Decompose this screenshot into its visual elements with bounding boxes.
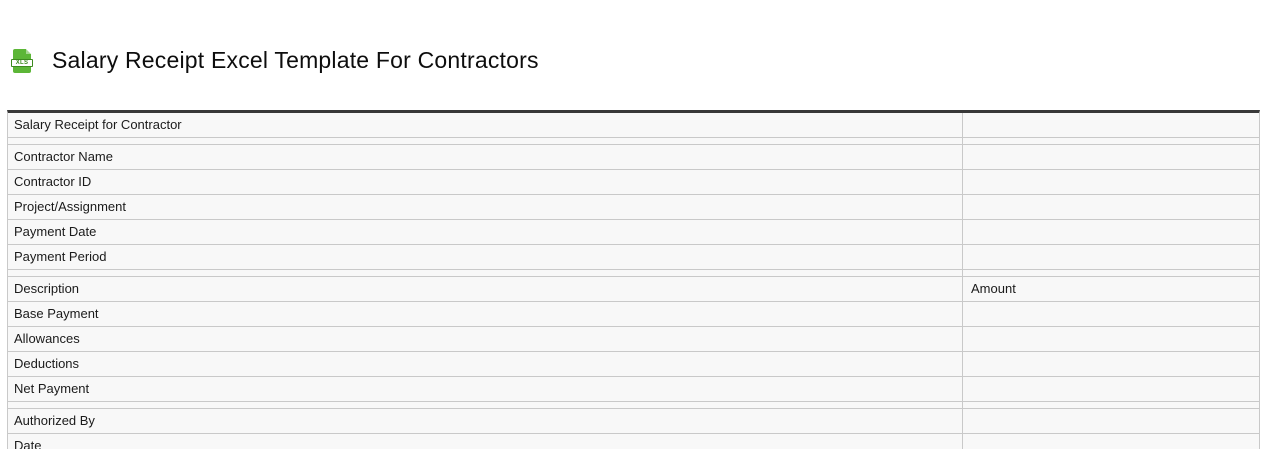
row-value-cell: Amount <box>971 281 1016 297</box>
row-label-cell: Salary Receipt for Contractor <box>8 112 963 137</box>
spacer-label-cell <box>8 401 963 408</box>
row-label-cell: Authorized By <box>8 408 963 433</box>
table-row: Base Payment <box>8 301 1259 327</box>
table-spacer-row <box>8 137 1259 145</box>
spacer-value-cell <box>963 270 1259 276</box>
row-label-cell: Base Payment <box>8 301 963 326</box>
spacer-value-cell <box>963 402 1259 408</box>
row-label-cell: Description <box>8 276 963 301</box>
table-row: Payment Date <box>8 219 1259 245</box>
row-label-cell: Allowances <box>8 326 963 351</box>
table-row: Net Payment <box>8 376 1259 402</box>
table-row: Authorized By <box>8 408 1259 434</box>
table-row: Contractor Name <box>8 144 1259 170</box>
row-value-cell <box>963 434 1259 449</box>
row-value-cell <box>963 113 1259 137</box>
xls-file-icon-label: XLS <box>11 58 33 67</box>
table-spacer-row <box>8 269 1259 277</box>
spacer-label-cell <box>8 269 963 276</box>
spacer-value-cell <box>963 138 1259 144</box>
row-value-cell <box>963 327 1259 351</box>
table-row: Date <box>8 433 1259 449</box>
row-label-cell: Payment Period <box>8 244 963 269</box>
page-header: XLS Salary Receipt Excel Template For Co… <box>0 0 1262 90</box>
row-label-cell: Payment Date <box>8 219 963 244</box>
row-value-cell <box>963 377 1259 401</box>
row-value-cell <box>963 352 1259 376</box>
row-label-cell: Project/Assignment <box>8 194 963 219</box>
receipt-table: Salary Receipt for Contractor Contractor … <box>7 109 1260 449</box>
row-label-cell: Date <box>8 433 963 449</box>
row-label-cell: Contractor ID <box>8 169 963 194</box>
row-value-cell <box>963 409 1259 433</box>
table-row: Project/Assignment <box>8 194 1259 220</box>
table-spacer-row <box>8 401 1259 409</box>
row-value-cell <box>963 195 1259 219</box>
xls-file-icon: XLS <box>11 48 33 73</box>
table-row: Description Amount <box>8 276 1259 302</box>
row-value-cell <box>963 145 1259 169</box>
spacer-label-cell <box>8 137 963 144</box>
table-row: Contractor ID <box>8 169 1259 195</box>
row-label-cell: Contractor Name <box>8 144 963 169</box>
page-title: Salary Receipt Excel Template For Contra… <box>52 47 539 74</box>
table-row: Payment Period <box>8 244 1259 270</box>
table-row: Salary Receipt for Contractor <box>8 112 1259 138</box>
table-row: Allowances <box>8 326 1259 352</box>
row-value-cell <box>963 245 1259 269</box>
row-value-cell <box>963 220 1259 244</box>
row-value-cell <box>963 170 1259 194</box>
row-label-cell: Deductions <box>8 351 963 376</box>
table-row: Deductions <box>8 351 1259 377</box>
row-value-cell <box>963 302 1259 326</box>
row-label-cell: Net Payment <box>8 376 963 401</box>
